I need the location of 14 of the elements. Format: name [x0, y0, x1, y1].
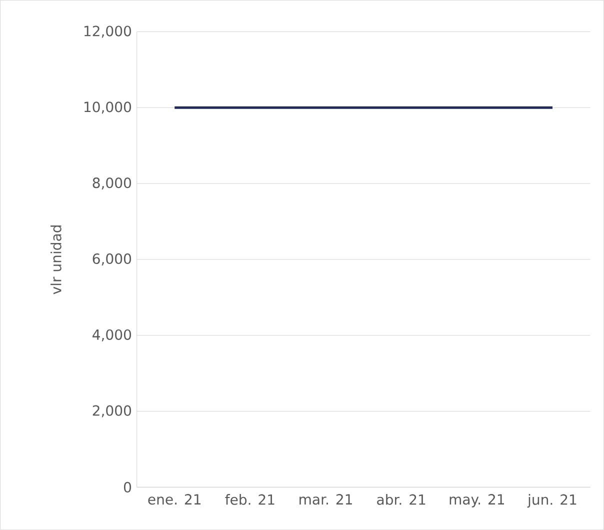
y-tick-label: 2,000 — [92, 405, 132, 418]
y-axis-title: vlr unidad — [50, 226, 62, 294]
y-tick-label: 10,000 — [84, 102, 132, 114]
y-tick-label: 12,000 — [84, 26, 132, 38]
x-tick-label: may. 21 — [450, 494, 504, 508]
y-tick-label: 4,000 — [92, 329, 132, 342]
x-tick-label: mar. 21 — [300, 494, 352, 505]
y-tick-label: 8,000 — [92, 178, 132, 190]
x-tick-label: ene. 21 — [148, 494, 200, 505]
x-tick-label: feb. 21 — [225, 494, 274, 505]
x-tick-label: abr. 21 — [377, 494, 426, 505]
y-tick-label: 0 — [124, 482, 132, 493]
x-tick-label: jun. 21 — [527, 494, 576, 508]
y-tick-label: 6,000 — [92, 253, 132, 266]
